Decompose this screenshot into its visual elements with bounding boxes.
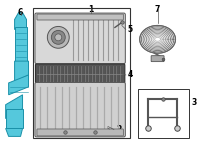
FancyBboxPatch shape [35,64,125,83]
FancyBboxPatch shape [35,82,125,137]
FancyBboxPatch shape [37,129,123,136]
Text: 2: 2 [116,125,121,134]
Text: 1: 1 [88,5,94,14]
FancyBboxPatch shape [37,14,123,20]
Polygon shape [15,61,29,82]
Circle shape [47,26,69,48]
Text: 5: 5 [128,25,133,34]
Polygon shape [6,109,23,128]
Bar [138,89,189,138]
Circle shape [51,30,65,44]
Bar [33,8,130,138]
Polygon shape [6,128,23,136]
Polygon shape [15,27,27,62]
Text: 3: 3 [191,98,197,107]
FancyBboxPatch shape [35,13,125,64]
Polygon shape [15,13,27,29]
Text: 6: 6 [18,8,23,17]
Circle shape [55,34,62,41]
Polygon shape [9,75,29,95]
FancyBboxPatch shape [151,56,164,62]
Text: 4: 4 [128,70,133,80]
Polygon shape [6,95,23,119]
Text: 7: 7 [155,5,160,14]
